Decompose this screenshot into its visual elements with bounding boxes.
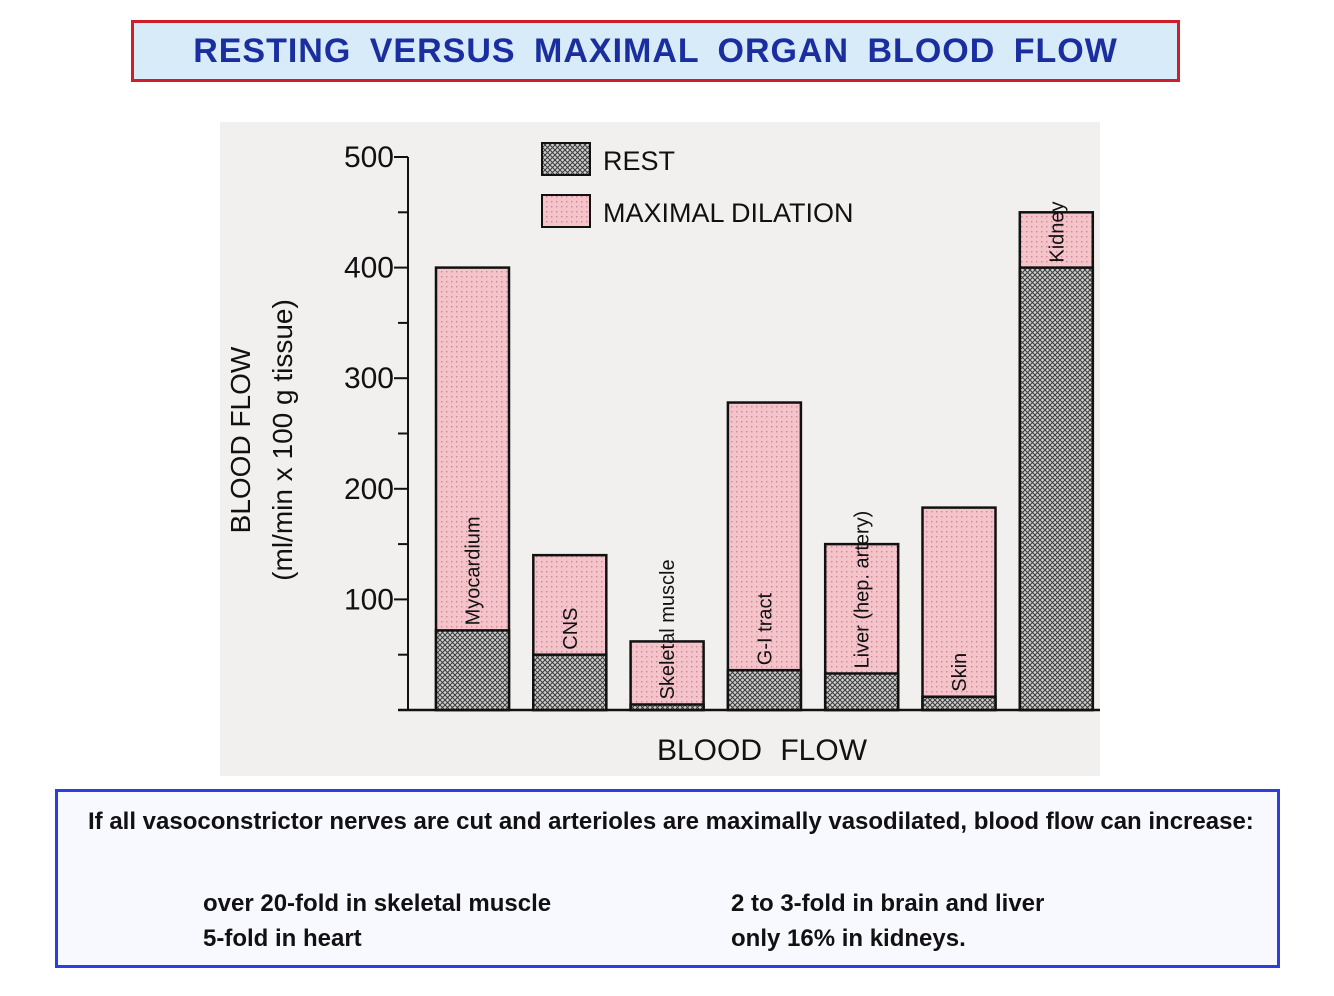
y-tick-label: 100	[344, 583, 394, 616]
rest-bar	[726, 668, 803, 712]
rest-bar	[532, 653, 608, 712]
note-intro: If all vasoconstrictor nerves are cut an…	[88, 808, 1254, 835]
category-label: G-I tract	[754, 593, 776, 666]
max-bar	[726, 401, 803, 712]
rest-bar	[823, 672, 900, 712]
max-bar	[921, 506, 997, 712]
legend-label: REST	[603, 146, 675, 176]
legend-label: MAXIMAL DILATION	[603, 198, 854, 228]
y-tick-label: 500	[344, 141, 394, 174]
note-point: 5-fold in heart	[203, 925, 362, 952]
category-label: Liver (hep. artery)	[852, 511, 874, 669]
y-tick-label: 400	[344, 252, 394, 285]
note-point: over 20-fold in skeletal muscle	[203, 890, 552, 917]
note-point: 2 to 3-fold in brain and liver	[731, 890, 1045, 917]
category-label: Myocardium	[463, 516, 485, 625]
rest-bar	[629, 703, 705, 712]
note-box: If all vasoconstrictor nerves are cut an…	[55, 789, 1280, 968]
category-label: Skeletal muscle	[657, 559, 679, 699]
note-point: only 16% in kidneys.	[731, 925, 966, 952]
category-label: Skin	[949, 653, 971, 692]
y-tick-label: 300	[344, 362, 394, 395]
rest-bar	[921, 695, 997, 712]
category-label: Kidney	[1046, 201, 1068, 262]
rest-bar	[1018, 266, 1095, 712]
legend-swatch	[541, 142, 591, 176]
y-axis-label: (ml/min x 100 g tissue)	[267, 299, 298, 581]
y-tick-label: 200	[344, 473, 394, 506]
y-axis-label: BLOOD FLOW	[225, 346, 256, 533]
category-label: CNS	[560, 607, 582, 649]
rest-bar	[434, 629, 511, 712]
slide-title: RESTING VERSUS MAXIMAL ORGAN BLOOD FLOW	[193, 31, 1118, 70]
title-box: RESTING VERSUS MAXIMAL ORGAN BLOOD FLOW	[131, 20, 1180, 82]
legend-swatch	[541, 194, 591, 228]
x-axis-label: BLOOD FLOW	[657, 734, 868, 767]
